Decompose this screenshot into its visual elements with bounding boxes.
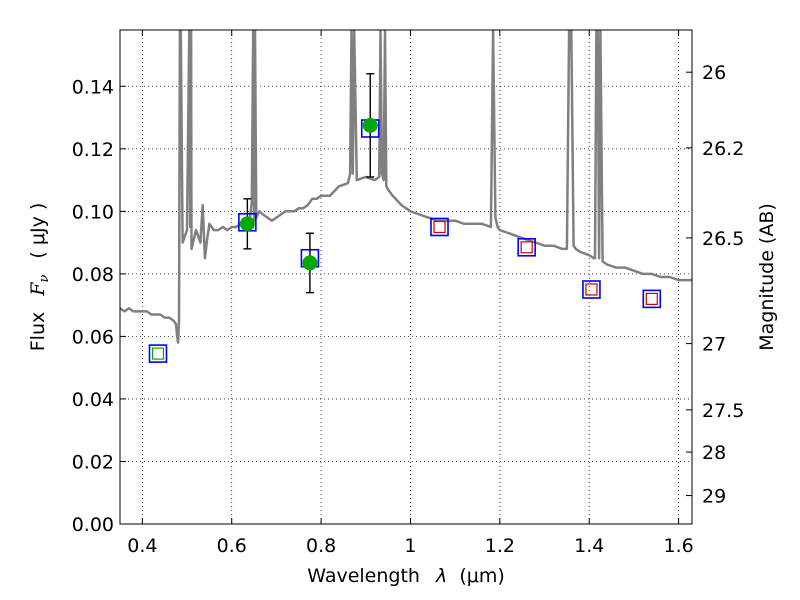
- points-layer: [148, 73, 662, 363]
- y2-tick-label: 27.5: [702, 400, 744, 422]
- predicted-marker-inner: [433, 220, 446, 234]
- plot-frame: [119, 29, 693, 525]
- y-tick-label: 0.10: [72, 201, 114, 223]
- y-tick-label: 0.14: [72, 76, 114, 98]
- axes: 0.4 0.6 0.8 1 1.2 1.4 1.6 0.00 0.02 0.04 0.06 0.08 0…: [72, 30, 744, 557]
- observed-point: [239, 216, 255, 232]
- y2-tick-label: 26.2: [702, 138, 744, 160]
- y-axis-label-fnu-sub: ν: [37, 275, 52, 283]
- predicted-marker-inner: [585, 283, 598, 296]
- x-axis-label-text: Wavelength: [307, 565, 420, 587]
- y2-axis-label: Magnitude (AB): [756, 203, 778, 351]
- model-photometry-box: [582, 280, 601, 299]
- model-photometry-box: [642, 289, 662, 309]
- y2-tick-label: 27: [702, 334, 726, 356]
- x-tick-label: 1.6: [663, 535, 693, 557]
- y-tick-label: 0.08: [72, 264, 114, 286]
- observed-point: [302, 255, 318, 271]
- y-tick-label: 0.06: [72, 326, 114, 348]
- model-photometry-box: [148, 344, 168, 363]
- y-tick-label: 0.02: [72, 451, 114, 473]
- y-tick-label: 0.12: [72, 139, 114, 161]
- x-tick-label: 0.4: [127, 535, 157, 557]
- y2-tick-label: 26: [702, 62, 726, 84]
- y-axis-label-fnu: F: [27, 282, 49, 297]
- y2-tick-label: 26.5: [702, 228, 744, 250]
- observed-point: [362, 117, 378, 133]
- model-spectrum-line: [120, 30, 692, 344]
- grid: [120, 30, 692, 525]
- y-axis-label: Flux Fν ( μJy ): [27, 203, 53, 352]
- y2-tick-label: 29: [702, 486, 726, 508]
- x-axis-label: Wavelength λ (μm): [307, 565, 504, 587]
- y-tick-label: 0.00: [72, 514, 114, 536]
- x-tick-label: 1: [404, 535, 416, 557]
- predicted-marker-inner: [151, 347, 165, 360]
- data-layer: [120, 30, 692, 344]
- model-photometry-box: [430, 217, 449, 237]
- x-tick-label: 1.4: [574, 535, 604, 557]
- y-axis-label-flux: Flux: [27, 312, 49, 352]
- predicted-marker-inner: [645, 292, 658, 305]
- x-axis-label-unit: (μm): [459, 565, 504, 587]
- x-tick-label: 0.8: [306, 535, 336, 557]
- x-axis-label-lambda: λ: [435, 565, 447, 587]
- predicted-marker-inner: [520, 241, 533, 254]
- y-tick-label: 0.04: [72, 389, 114, 411]
- model-photometry-box: [517, 237, 536, 257]
- x-tick-label: 1.2: [485, 535, 515, 557]
- y2-tick-label: 28: [702, 442, 726, 464]
- x-tick-label: 0.6: [217, 535, 247, 557]
- y-axis-label-unit: ( μJy ): [27, 203, 49, 259]
